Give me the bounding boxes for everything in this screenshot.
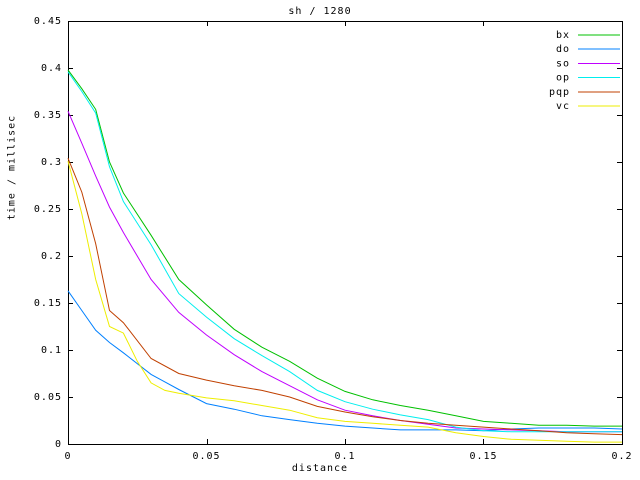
- y-axis-label: time / millisec: [6, 114, 18, 221]
- x-axis-label: distance: [291, 463, 349, 474]
- series-line-bx: [67, 69, 622, 427]
- y-tick-label: 0.25: [34, 204, 62, 215]
- plot-border: [68, 21, 623, 445]
- series-line-so: [67, 111, 622, 433]
- x-tick-label: 0.15: [469, 451, 497, 462]
- x-tick-label: 0: [64, 451, 71, 462]
- y-tick-label: 0.15: [34, 298, 62, 309]
- series-line-pqp: [67, 158, 623, 436]
- legend-label-bx: bx: [556, 30, 570, 41]
- legend-label-do: do: [556, 44, 570, 55]
- y-tick-label: 0.1: [41, 345, 62, 356]
- series-line-op: [67, 71, 622, 433]
- y-tick-label: 0: [55, 439, 62, 450]
- x-tick-label: 0.2: [611, 451, 632, 462]
- legend-label-op: op: [556, 73, 570, 84]
- y-tick-label: 0.4: [41, 63, 62, 74]
- y-tick-label: 0.35: [34, 110, 62, 121]
- legend-label-pqp: pqp: [549, 87, 570, 98]
- y-tick-label: 0.05: [34, 392, 62, 403]
- y-tick-label: 0.2: [41, 251, 62, 262]
- y-tick-label: 0.3: [41, 157, 62, 168]
- legend-label-so: so: [556, 58, 570, 69]
- y-tick-label: 0.45: [34, 16, 62, 27]
- series-line-do: [67, 290, 623, 432]
- x-tick-label: 0.05: [192, 451, 220, 462]
- chart-title: sh / 1280: [288, 6, 352, 17]
- x-tick-label: 0.1: [334, 451, 355, 462]
- series-line-vc: [67, 160, 622, 443]
- legend-label-vc: vc: [556, 101, 570, 112]
